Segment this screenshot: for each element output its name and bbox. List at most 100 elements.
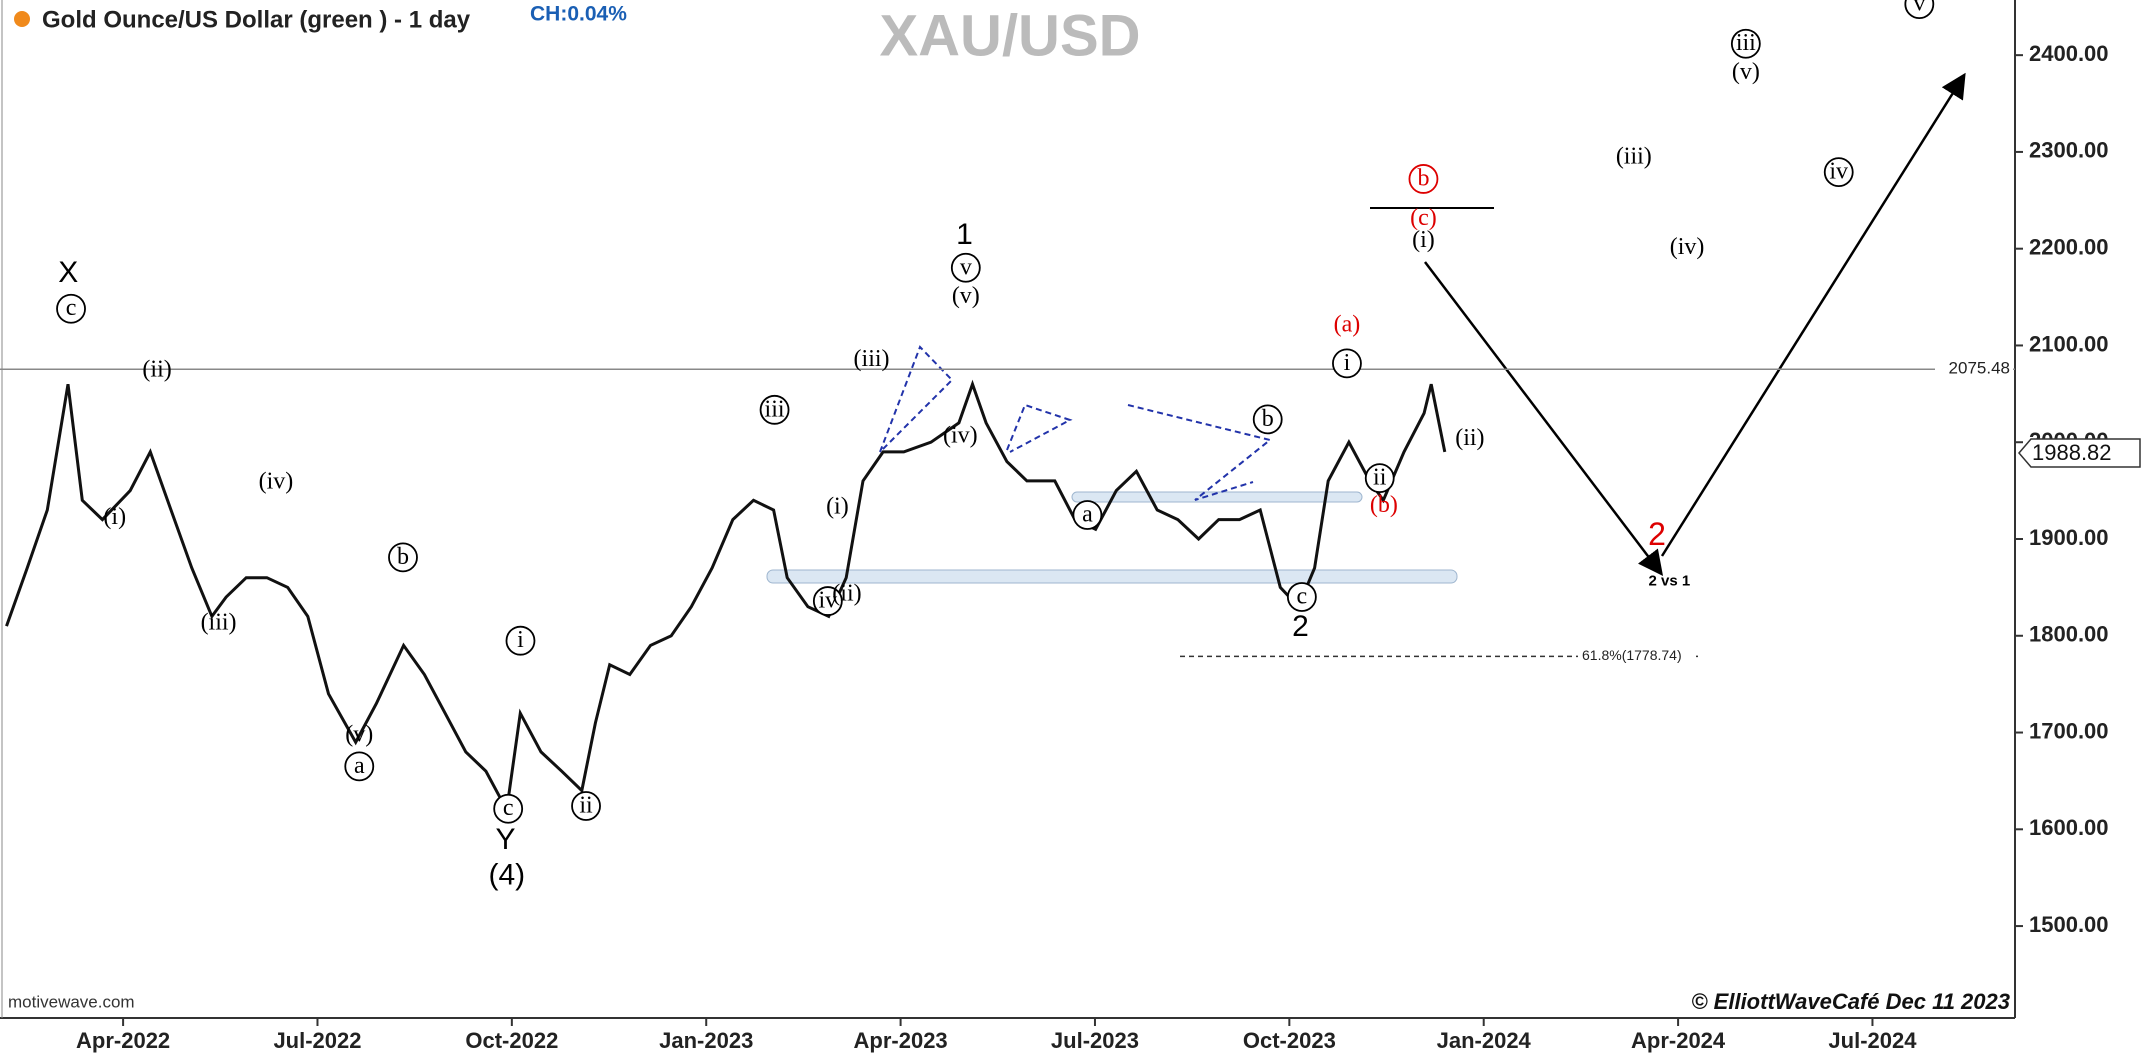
wave-circle — [505, 625, 536, 656]
price-line — [5, 379, 1447, 815]
watermark: XAU/USD — [879, 3, 1140, 68]
y-tick-label: 2400.00 — [2029, 41, 2109, 66]
wave-circle — [1332, 348, 1362, 379]
wave-circle — [1364, 463, 1395, 494]
wave-label: b — [1417, 165, 1429, 191]
wave-circle — [1730, 28, 1761, 59]
wave-label: (iv) — [259, 469, 294, 495]
last-price-label: 1988.82 — [2032, 440, 2112, 465]
wave-label: (i) — [103, 504, 126, 530]
chart-title: Gold Ounce/US Dollar (green ) - 1 day — [42, 6, 471, 33]
x-tick-label: Apr-2022 — [76, 1028, 170, 1053]
wave-label: (v) — [345, 721, 373, 747]
wave-circle — [1252, 404, 1283, 435]
wave-label: v — [1913, 0, 1925, 17]
reference-label: 2075.48 — [1949, 359, 2010, 378]
wave-label: (c) — [1410, 205, 1437, 231]
wave-label: b — [1262, 406, 1274, 432]
wave-label: c — [66, 295, 77, 321]
wave-circle — [950, 252, 981, 283]
y-tick-label: 1700.00 — [2029, 718, 2109, 743]
x-tick-label: Jul-2022 — [273, 1028, 361, 1053]
wave-circle — [1072, 500, 1103, 530]
source: motivewave.com — [8, 992, 135, 1011]
wave-label: (iii) — [854, 346, 890, 372]
support-zone — [1071, 491, 1363, 503]
y-tick-label: 2100.00 — [2029, 331, 2109, 356]
x-tick-label: Oct-2022 — [465, 1028, 558, 1053]
wave-label: iv — [819, 588, 838, 614]
wave-label: (4) — [488, 859, 525, 892]
wave-label: (ii) — [1455, 425, 1484, 451]
wave-label: (ii) — [832, 581, 861, 607]
triangle-pattern — [1006, 403, 1073, 453]
wave-label: a — [354, 753, 365, 779]
wave-label: (v) — [952, 283, 980, 309]
wave-circle — [1408, 164, 1439, 194]
wave-label: c — [503, 795, 514, 821]
y-tick-label: 1600.00 — [2029, 815, 2109, 840]
support-zone — [766, 569, 1458, 584]
plot — [5, 379, 1447, 815]
credit: © ElliottWaveCafé Dec 11 2023 — [1691, 989, 2010, 1014]
wave-label: X — [58, 256, 78, 289]
triangle-pattern — [879, 345, 954, 453]
wave-circle — [344, 751, 375, 782]
wave-circle — [388, 542, 418, 573]
change: CH:0.04% — [530, 3, 627, 26]
wave-circle — [1286, 582, 1317, 612]
wave-label: (iv) — [943, 422, 978, 448]
projection-arrow — [1424, 261, 1664, 576]
y-tick-label: 1800.00 — [2029, 622, 2109, 647]
wave-label: iv — [1829, 159, 1848, 185]
wave-circle — [1904, 0, 1935, 19]
fib-label-bg — [1578, 647, 1696, 666]
wave-label: ii — [579, 792, 593, 818]
wave-label: i — [1344, 350, 1351, 376]
wave-label: iii — [1736, 30, 1756, 56]
x-tick-label: Jan-2024 — [1437, 1028, 1532, 1053]
wave-label: Y — [495, 823, 515, 856]
wave-label: (i) — [1412, 227, 1435, 253]
reference-label-bg — [1935, 358, 2013, 381]
x-tick-label: Jul-2023 — [1051, 1028, 1139, 1053]
wave-circle — [56, 293, 86, 324]
fib-label: 61.8%(1778.74) — [1582, 647, 1682, 663]
projection-arrow — [1660, 72, 1966, 557]
wave-circle — [812, 586, 843, 616]
wave-label: (iii) — [1616, 144, 1652, 170]
wave-label: 2 — [1648, 516, 1666, 552]
wave-circle — [571, 791, 601, 821]
wave-label: ii — [1373, 465, 1387, 491]
wave-label: 2 — [1292, 610, 1309, 643]
wave-label: (b) — [1370, 492, 1398, 518]
y-tick-label: 2300.00 — [2029, 138, 2109, 163]
last-price-box — [2018, 438, 2141, 468]
x-tick-label: Apr-2024 — [1631, 1028, 1726, 1053]
wave-label: i — [517, 627, 524, 653]
wave-label: (v) — [1732, 59, 1760, 85]
wave-circle — [1823, 157, 1854, 188]
wave-label: c — [1297, 583, 1308, 609]
triangle-pattern — [1127, 404, 1273, 501]
symbol-dot — [14, 11, 30, 27]
wave-label: a — [1082, 502, 1093, 528]
wave-label: v — [960, 254, 972, 280]
wave-label: 1 — [956, 218, 973, 251]
wave-circle — [759, 394, 790, 425]
wave-label: b — [397, 544, 409, 570]
wave-label: (i) — [826, 493, 849, 519]
y-tick-label: 1500.00 — [2029, 912, 2109, 937]
y-tick-label: 1900.00 — [2029, 525, 2109, 550]
x-tick-label: Jul-2024 — [1828, 1028, 1917, 1053]
wave-label: (iv) — [1670, 234, 1705, 260]
x-tick-label: Jan-2023 — [659, 1028, 753, 1053]
wave-label: (a) — [1334, 312, 1361, 338]
wave-label: 2 vs 1 — [1648, 573, 1690, 590]
x-tick-label: Apr-2023 — [854, 1028, 948, 1053]
x-tick-label: Oct-2023 — [1243, 1028, 1336, 1053]
wave-label: iii — [765, 396, 785, 422]
wave-circle — [493, 793, 524, 824]
